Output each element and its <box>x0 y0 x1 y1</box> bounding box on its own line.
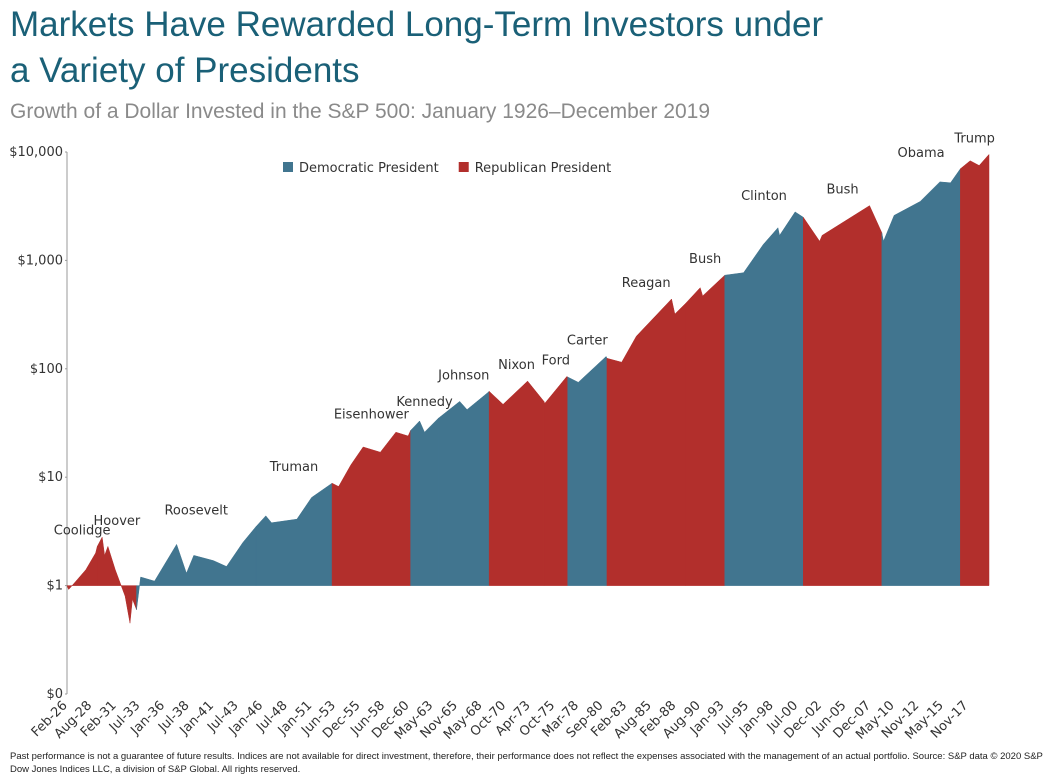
legend-swatch <box>458 162 469 172</box>
president-label: Ford <box>542 353 570 368</box>
legend-label: Democratic President <box>299 161 439 176</box>
president-label: Obama <box>898 146 945 161</box>
legend-swatch <box>283 162 293 172</box>
president-label: Hoover <box>94 514 141 529</box>
president-label: Johnson <box>437 368 489 383</box>
area <box>543 376 568 586</box>
president-label: Roosevelt <box>164 504 228 519</box>
legend-label: Republican President <box>475 161 612 176</box>
chart-title: Markets Have Rewarded Long-Term Investor… <box>10 5 824 90</box>
president-label: Bush <box>689 252 721 267</box>
area <box>488 380 545 586</box>
president-label: Nixon <box>498 358 535 373</box>
president-label: Clinton <box>741 189 787 204</box>
president-label: Coolidge <box>54 523 111 538</box>
president-label: Eisenhower <box>334 407 410 422</box>
y-tick-label: $1,000 <box>18 253 64 268</box>
area <box>410 417 439 586</box>
y-tick-label: $10,000 <box>9 145 63 160</box>
area <box>136 525 257 610</box>
president-label: Kennedy <box>396 395 453 410</box>
y-tick-label: $1 <box>46 579 63 594</box>
area <box>255 482 333 586</box>
area <box>960 153 990 586</box>
area <box>331 430 411 586</box>
area <box>97 536 137 624</box>
president-label: Truman <box>269 460 318 475</box>
footnote: Past performance is not a guarantee of f… <box>10 751 1043 775</box>
president-label: Bush <box>826 183 858 198</box>
area <box>881 167 961 586</box>
area <box>567 356 608 586</box>
y-tick-label: $100 <box>30 362 63 377</box>
area <box>606 298 686 586</box>
chart: $0$1$10$100$1,000$10,000Feb-26Aug-28Feb-… <box>9 131 995 742</box>
y-tick-label: $0 <box>46 687 63 702</box>
chart-subtitle: Growth of a Dollar Invested in the S&P 5… <box>10 100 711 123</box>
area <box>724 211 804 586</box>
area <box>685 274 726 586</box>
president-label: Reagan <box>622 276 671 291</box>
y-tick-label: $10 <box>38 470 63 485</box>
area <box>66 546 98 590</box>
president-label: Trump <box>953 131 995 146</box>
area <box>438 390 490 586</box>
president-label: Carter <box>567 333 608 348</box>
area <box>803 205 883 586</box>
